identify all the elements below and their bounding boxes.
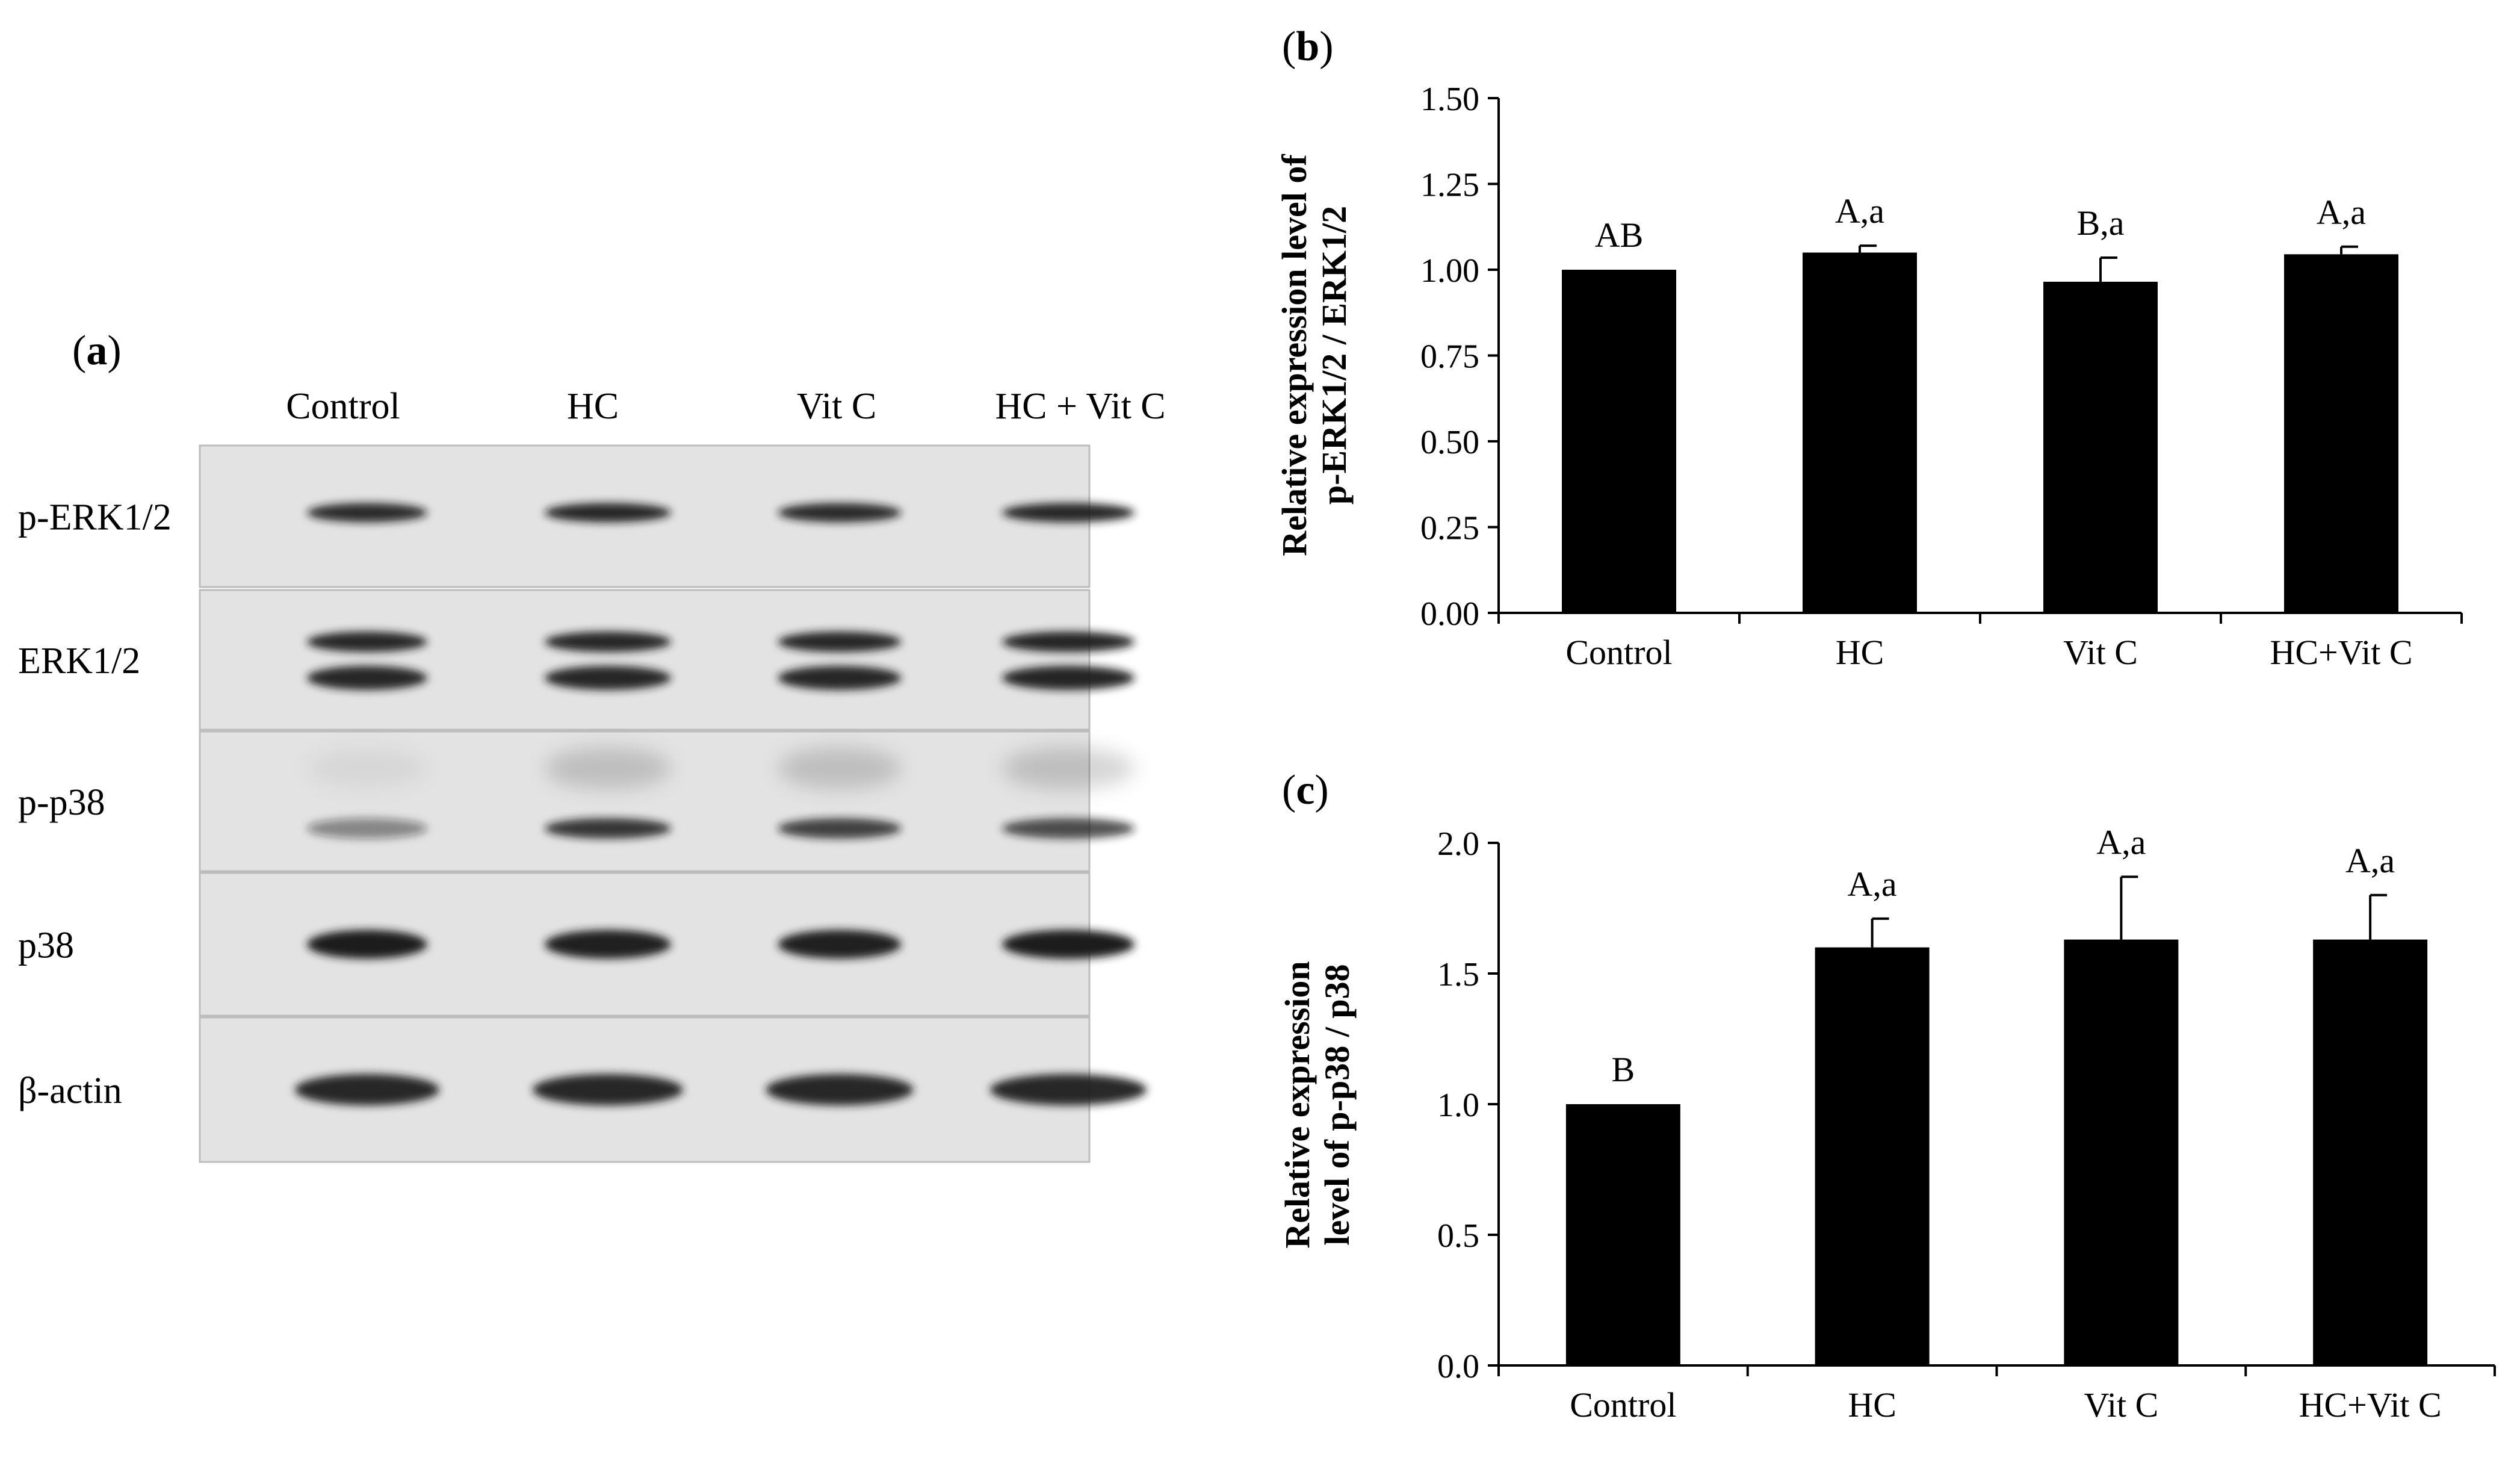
band-lower <box>307 666 427 690</box>
blot-row-label: β-actin <box>18 1070 122 1111</box>
data-label: A,a <box>1848 865 1897 904</box>
band <box>545 818 671 839</box>
y-tick-label: 0.5 <box>1437 1217 1479 1255</box>
band <box>533 1074 683 1105</box>
data-label: AB <box>1595 216 1644 255</box>
band-lower <box>1002 666 1135 690</box>
blot-row-2: p-p38 <box>18 730 1135 872</box>
y-axis-label: Relative expression level ofp-ERK1/2 / E… <box>1275 154 1354 556</box>
data-label: A,a <box>2096 822 2146 862</box>
y-tick-label: 0.75 <box>1420 338 1479 376</box>
data-label: A,a <box>2345 841 2395 880</box>
band-faint <box>307 747 427 789</box>
band <box>766 1074 914 1105</box>
blot-strip <box>199 589 1091 731</box>
y-tick-label: 0.00 <box>1420 595 1479 633</box>
blot-row-label: p38 <box>18 925 74 966</box>
panel-a-open: ( <box>72 328 86 374</box>
bar-2 <box>2064 939 2179 1365</box>
band-upper <box>545 632 671 652</box>
band-faint <box>778 747 902 789</box>
bar-0 <box>1565 1104 1680 1365</box>
svg-text:(a): (a) <box>72 328 122 374</box>
y-tick-label: 0.0 <box>1437 1348 1479 1385</box>
x-tick-label: HC+Vit C <box>2299 1385 2442 1424</box>
y-tick-label: 2.0 <box>1437 825 1479 863</box>
band-upper <box>778 632 902 652</box>
band <box>545 503 671 523</box>
y-tick-label: 1.50 <box>1420 81 1479 118</box>
lane-labels: Control HC Vit C HC + Vit C <box>286 386 1165 427</box>
band-faint <box>545 747 671 789</box>
blot-row-4: β-actin <box>18 1016 1147 1163</box>
x-tick-label: Control <box>1565 633 1672 672</box>
panel-label: (c) <box>1282 767 1329 813</box>
bar-3 <box>2313 939 2428 1365</box>
band-lower <box>778 666 902 690</box>
blot-rows: p-ERK1/2 ERK1/2 p-p38 p38 β-actin <box>18 444 1147 1163</box>
data-label: B <box>1612 1050 1635 1089</box>
x-tick-label: HC <box>1836 633 1884 672</box>
western-blot-panel: (a) Control HC Vit C HC + Vit C p-ERK1/2 ERK… <box>18 328 1166 1163</box>
blot-row-1: ERK1/2 <box>18 589 1135 731</box>
bar-0 <box>1562 270 1676 613</box>
blot-row-label: p-p38 <box>18 782 105 823</box>
y-tick-label: 1.25 <box>1420 167 1479 204</box>
band <box>1002 503 1135 523</box>
y-tick-label: 1.0 <box>1437 1087 1479 1124</box>
blot-row-label: p-ERK1/2 <box>18 497 172 538</box>
data-label: A,a <box>1835 191 1884 231</box>
band <box>778 818 902 839</box>
band <box>307 818 427 839</box>
band-faint <box>1002 747 1135 789</box>
band <box>307 503 427 523</box>
data-label: B,a <box>2077 203 2125 243</box>
lane-label-1: HC <box>567 386 619 427</box>
bar-2 <box>2043 281 2158 613</box>
blot-row-0: p-ERK1/2 <box>18 444 1135 588</box>
band-lower <box>545 666 671 690</box>
panel-label: (b) <box>1282 23 1334 70</box>
chart-c: (c) 0.0 0.5 1.0 1.5 2.0 B Control A,a HC A,a Vit C A… <box>1278 767 2496 1424</box>
lane-label-2: Vit C <box>797 386 876 427</box>
y-tick-label: 1.00 <box>1420 252 1479 290</box>
band <box>990 1074 1147 1105</box>
x-tick-label: Vit C <box>2063 633 2138 672</box>
blot-row-label: ERK1/2 <box>18 641 140 682</box>
x-tick-label: HC+Vit C <box>2270 633 2412 672</box>
bar-3 <box>2284 254 2398 613</box>
y-tick-label: 1.5 <box>1437 956 1479 993</box>
band <box>778 503 902 523</box>
band-upper <box>1002 632 1135 652</box>
y-axis-label: Relative expressionlevel of p-p38 / p38 <box>1278 961 1357 1248</box>
chart-b: (b) 0.00 0.25 0.50 0.75 1.00 1.25 1.50 AB Control… <box>1275 23 2463 672</box>
y-tick-label: 0.50 <box>1420 424 1479 461</box>
band <box>295 1074 439 1105</box>
lane-label-3: HC + Vit C <box>995 386 1165 427</box>
x-tick-label: Control <box>1570 1385 1676 1424</box>
panel-a-close: ) <box>107 328 121 374</box>
x-tick-label: Vit C <box>2084 1385 2158 1424</box>
band <box>545 930 671 959</box>
band <box>778 930 902 959</box>
y-tick-label: 0.25 <box>1420 510 1479 547</box>
lane-label-0: Control <box>286 386 400 427</box>
data-label: A,a <box>2317 193 2366 232</box>
band <box>307 930 427 959</box>
bar-1 <box>1803 252 1917 613</box>
bar-1 <box>1815 947 1930 1365</box>
band <box>1002 930 1135 959</box>
band-upper <box>307 632 427 652</box>
band <box>1002 818 1135 839</box>
panel-a-letter: a <box>86 328 107 374</box>
x-tick-label: HC <box>1848 1385 1896 1424</box>
blot-row-3: p38 <box>18 872 1135 1017</box>
